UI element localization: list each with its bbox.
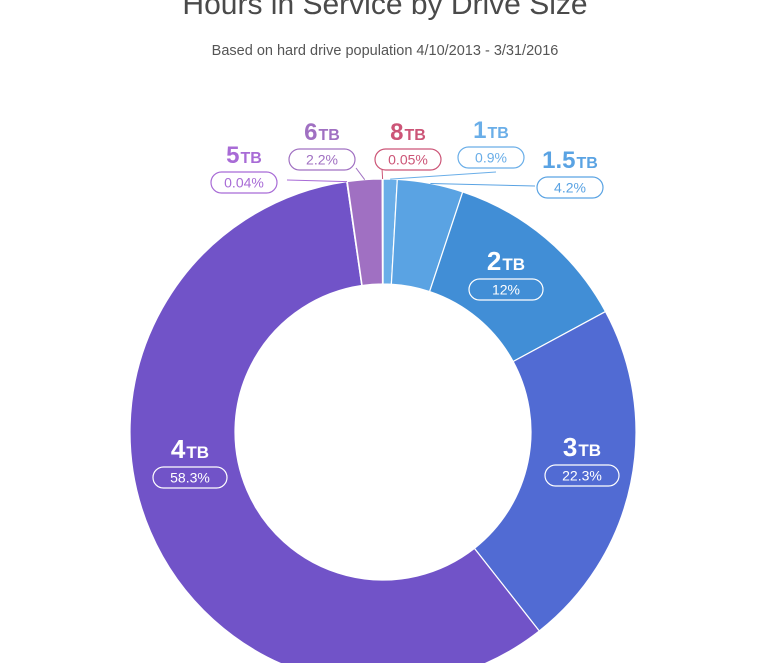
label-size-text: 5TB <box>226 142 262 169</box>
label-percent: 58.3% <box>170 470 210 486</box>
label-pill <box>544 464 620 487</box>
label-pill <box>210 171 278 194</box>
label-percent: 12% <box>492 282 520 298</box>
label-3tb: 3TB 22.3% <box>544 432 620 487</box>
label-percent: 0.05% <box>388 152 428 168</box>
label-pill <box>374 148 442 171</box>
label-5tb: 5TB 0.04% <box>210 142 278 194</box>
label-8tb: 8TB 0.05% <box>374 119 442 171</box>
label-size-text: 6TB <box>304 119 340 146</box>
chart-title: Hours in Service by Drive Size <box>182 0 587 21</box>
slice-4tb <box>129 180 541 663</box>
slice-3tb <box>473 310 637 632</box>
label-4tb: 4TB 58.3% <box>152 434 228 489</box>
label-pill <box>288 148 356 171</box>
label-pill <box>468 278 544 301</box>
leader-line <box>390 171 497 180</box>
label-percent: 22.3% <box>562 468 602 484</box>
leader-line <box>355 167 366 180</box>
leader-line <box>286 179 348 183</box>
slice-8tb <box>381 178 384 285</box>
label-percent: 0.9% <box>475 150 507 166</box>
label-pill <box>536 176 604 199</box>
chart-subtitle: Based on hard drive population 4/10/2013… <box>212 43 559 59</box>
label-pill <box>152 466 228 489</box>
label-percent: 2.2% <box>306 152 338 168</box>
label-size-text: 8TB <box>390 119 426 146</box>
label-pill <box>457 146 525 169</box>
label-size-text: 3TB <box>563 432 601 462</box>
label-size-text: 2TB <box>487 246 525 276</box>
label-size-text: 1.5TB <box>542 147 598 174</box>
slices-group <box>129 178 637 663</box>
label-6tb: 6TB 2.2% <box>288 119 356 171</box>
label-1_5tb: 1.5TB 4.2% <box>536 147 604 199</box>
label-size-text: 1TB <box>473 117 509 144</box>
leader-line <box>430 182 536 187</box>
label-percent: 0.04% <box>224 175 264 191</box>
label-size-text: 4TB <box>171 434 209 464</box>
label-1tb: 1TB 0.9% <box>457 117 525 169</box>
label-percent: 4.2% <box>554 180 586 196</box>
